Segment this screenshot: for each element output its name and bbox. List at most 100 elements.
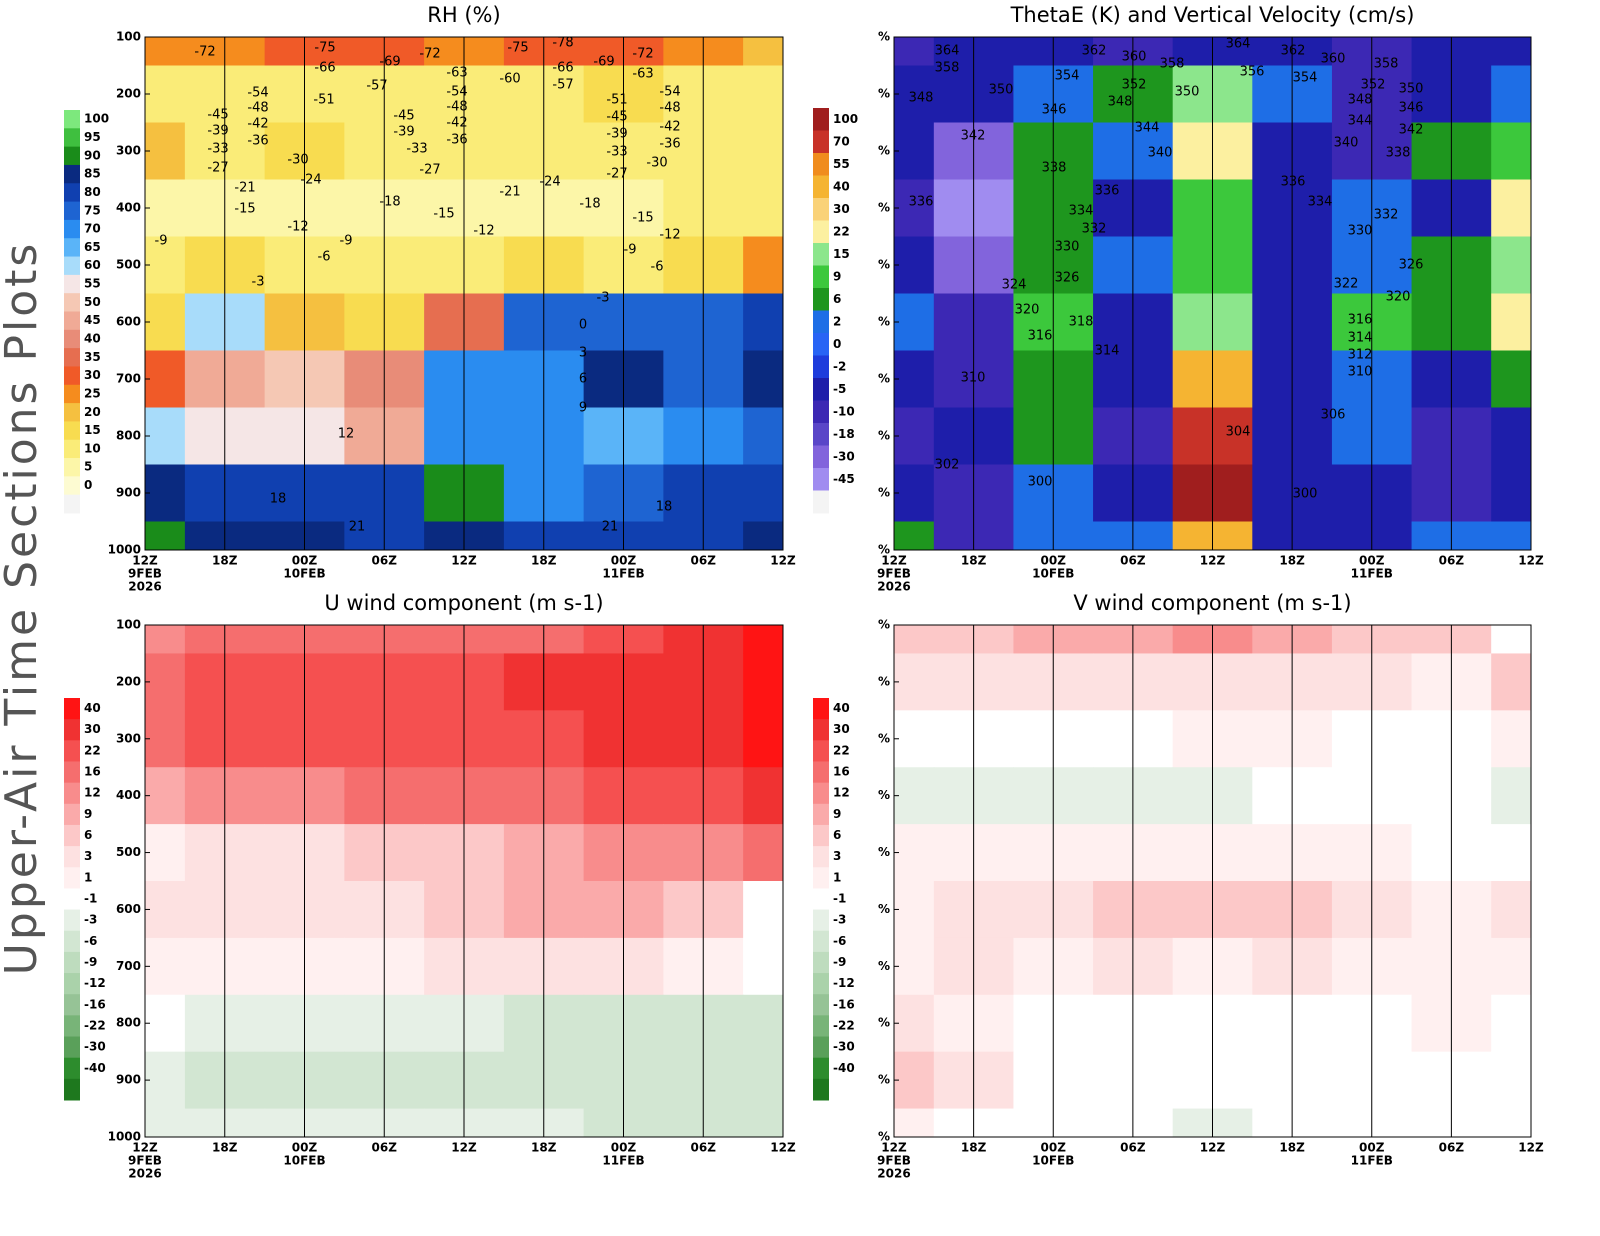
contour-label: -27 [419, 163, 440, 178]
x-tick-label: 18Z [212, 554, 238, 568]
colorbar-label: 90 [84, 148, 101, 162]
colorbar-swatch [813, 378, 829, 401]
field-cell [145, 881, 186, 939]
colorbar-swatch [813, 333, 829, 356]
field-cell [894, 65, 935, 123]
field-cell [1491, 881, 1532, 939]
y-tick-label: % [878, 788, 890, 802]
contour-label: -15 [632, 211, 653, 226]
contour-label: -39 [393, 125, 414, 140]
field-cell [894, 1108, 935, 1138]
colorbar-label: 50 [84, 295, 101, 309]
contour-label: 348 [1348, 93, 1373, 108]
colorbar-label: 3 [84, 849, 92, 863]
contour-label: -45 [207, 108, 228, 123]
field-cell [1491, 710, 1532, 768]
field-cell [743, 1108, 784, 1138]
contour-label: 310 [961, 371, 986, 386]
contour-label: -75 [314, 41, 335, 56]
field-cell [145, 122, 186, 180]
contour-label: 354 [1055, 69, 1080, 84]
field-cell [894, 994, 935, 1053]
y-tick-label: 700 [116, 959, 141, 973]
colorbar-swatch [64, 128, 80, 148]
colorbar-label: 40 [84, 331, 101, 345]
field-cell [145, 464, 186, 522]
contour-label: 360 [1122, 50, 1147, 65]
y-tick-label: % [878, 959, 890, 973]
y-tick-label: 600 [116, 315, 141, 329]
field-cell [145, 824, 186, 882]
field-cell [145, 293, 186, 351]
x-tick-label: 00Z [1359, 1141, 1385, 1155]
colorbar-label: -9 [833, 955, 846, 969]
colorbar-swatch [64, 403, 80, 422]
contour-label: -66 [314, 61, 335, 76]
x-date-label: 9FEB [128, 567, 162, 581]
contour-label: 342 [1399, 123, 1424, 138]
colorbar-swatch [813, 220, 829, 244]
colorbar-label: 85 [84, 167, 101, 181]
contour-label: -12 [287, 220, 308, 235]
field-cell [743, 653, 784, 711]
y-tick-label: 600 [116, 902, 141, 916]
y-tick-label: 300 [116, 144, 141, 158]
colorbar-swatch [64, 146, 80, 166]
contour-label: -39 [207, 124, 228, 139]
colorbar-label: 22 [833, 224, 850, 238]
contour-label: 330 [1055, 240, 1080, 255]
colorbar-label: 12 [84, 786, 101, 800]
colorbar-swatch [813, 1036, 829, 1059]
y-tick-label: 700 [116, 372, 141, 386]
contour-label: -48 [247, 101, 268, 116]
y-tick-label: 900 [116, 1073, 141, 1087]
colorbar-label: 45 [84, 313, 101, 327]
chart-title: RH (%) [427, 3, 500, 27]
x-tick-label: 12Z [770, 1141, 796, 1155]
contour-label: -9 [340, 234, 353, 249]
colorbar-swatch [64, 439, 80, 459]
contour-label: -54 [247, 86, 268, 101]
contour-label: -18 [579, 197, 600, 212]
contour-label: 354 [1293, 71, 1318, 86]
contour-label: -42 [659, 120, 680, 135]
x-tick-label: 06Z [691, 554, 717, 568]
y-tick-label: % [878, 144, 890, 158]
colorbar-swatch [64, 909, 80, 932]
contour-label: 346 [1399, 101, 1424, 116]
field-cell [743, 407, 784, 465]
field-cell [894, 710, 935, 768]
contour-label: -42 [446, 116, 467, 131]
x-tick-label: 12Z [1518, 554, 1544, 568]
colorbar-swatch [64, 1057, 80, 1080]
x-tick-label: 12Z [451, 554, 477, 568]
x-tick-label: 18Z [961, 554, 987, 568]
x-date-label: 9FEB [128, 1154, 162, 1168]
field-cell [743, 994, 784, 1053]
colorbar-label: 0 [84, 478, 92, 492]
colorbar-swatch [813, 265, 829, 289]
field-cell [1491, 1051, 1532, 1110]
colorbar-label: 16 [833, 765, 850, 779]
colorbar-swatch [813, 198, 829, 221]
field-cell [743, 710, 784, 768]
contour-label: 350 [989, 83, 1014, 98]
field-cell [743, 1051, 784, 1110]
colorbar-label: -22 [84, 1018, 106, 1032]
x-date-label: 10FEB [1032, 1154, 1074, 1168]
field-cell [145, 1108, 186, 1138]
y-tick-label: 400 [116, 788, 141, 802]
contour-label: 358 [935, 61, 960, 76]
x-tick-label: 12Z [1200, 554, 1226, 568]
x-tick-label: 06Z [1120, 1141, 1146, 1155]
field-cell [1491, 122, 1532, 180]
y-tick-label: % [878, 315, 890, 329]
colorbar-swatch [64, 256, 80, 276]
colorbar-swatch [64, 384, 80, 404]
colorbar-swatch [64, 476, 80, 496]
field-cell [894, 407, 935, 465]
field-cell [145, 937, 186, 996]
field-cell [145, 407, 186, 465]
contour-label: -33 [207, 142, 228, 157]
